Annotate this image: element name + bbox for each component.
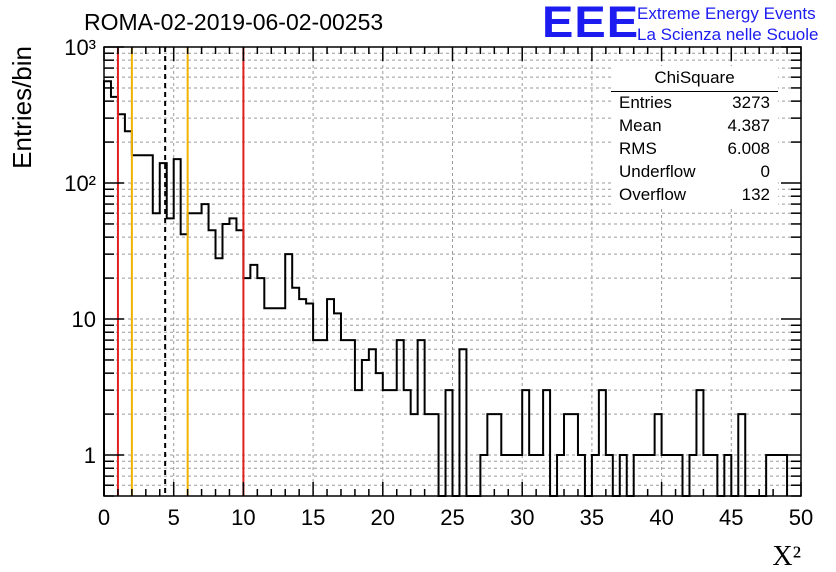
histogram-bin [243,278,250,496]
stats-value: 132 [741,185,770,204]
x-tick-label: 35 [580,505,604,530]
histogram-bars [103,80,789,497]
x-tick-label: 20 [371,505,395,530]
histogram-bin [320,340,327,496]
stats-label: Underflow [619,162,696,181]
stats-row-mean: Mean 4.387 [619,116,770,138]
histogram-bin [390,390,397,496]
stats-row-underflow: Underflow 0 [619,162,770,184]
stats-row-overflow: Overflow 132 [619,185,770,207]
histogram-bin [522,390,529,496]
histogram-bin [599,390,606,496]
histogram-bin [459,349,466,496]
stats-label: RMS [619,139,657,158]
stats-label: Overflow [619,185,687,204]
histogram-bin [181,234,188,496]
stats-title: ChiSquare [654,68,735,87]
x-tick-label: 30 [510,505,534,530]
histogram-bin [209,230,216,496]
reference-lines [116,47,245,496]
stats-label: Mean [619,116,662,135]
histogram-bin [111,97,118,496]
histogram-bin [327,299,334,496]
histogram-bin [188,213,195,496]
histogram-bin [348,340,355,496]
plot-title: ROMA-02-2019-06-02-00253 [84,9,384,35]
axis-labels: 0 5 10 15 20 25 30 35 40 45 50 1 10 10² 10³ X² Entries/b… [7,35,813,572]
histogram-bin [362,360,369,496]
y-tick-label: 10³ [64,35,96,60]
stats-row-entries: Entries 3273 [619,93,770,115]
histogram-bin [383,390,390,496]
histogram-bin [543,390,550,496]
histogram-bin [341,340,348,496]
histogram-bin [397,340,404,496]
stats-label: Entries [619,93,672,112]
histogram-bin [236,230,243,496]
x-tick-label: 5 [168,505,180,530]
histogram-bin [418,340,425,496]
histogram-bin [696,390,703,496]
stats-value: 3273 [732,93,770,112]
y-tick-label: 10² [64,171,96,196]
histogram-bin [104,81,111,496]
x-tick-label: 10 [231,505,255,530]
stats-divider [611,91,778,92]
histogram-bin [202,204,209,496]
histogram-bin [355,390,362,496]
axes [103,46,802,497]
x-tick-label: 25 [440,505,464,530]
histogram-outline [103,80,789,497]
histogram-bin [257,278,264,496]
y-tick-label: 10 [72,307,96,332]
stats-value: 6.008 [727,139,770,158]
stats-value: 4.387 [727,116,770,135]
x-tick-label: 50 [789,505,813,530]
histogram-bin [153,213,160,496]
histogram-bin [216,258,223,496]
logo-line-2: La Scienza nelle Scuole [637,25,819,44]
histogram-bin [167,218,174,496]
histogram-bin [404,390,411,496]
histogram-bin [313,340,320,496]
x-axis-label: X² [772,541,801,572]
y-tick-label: 1 [84,443,96,468]
logo-line-1: Extreme Energy Events [637,4,816,23]
histogram-bin [376,373,383,496]
histogram-bin [299,299,306,496]
x-tick-label: 15 [301,505,325,530]
histogram-bin [285,254,292,496]
histogram-bin [195,213,202,496]
histogram-bin [174,159,181,496]
stats-box: ChiSquare Entries 3273 Mean 4.387 RMS 6.… [611,66,778,209]
stats-row-rms: RMS 6.008 [619,139,770,161]
x-tick-label: 0 [98,505,110,530]
histogram-bin [229,218,236,496]
histogram-bin [118,114,125,496]
histogram-bin [125,131,132,496]
x-tick-label: 40 [649,505,673,530]
histogram-bin [446,390,453,496]
histogram-bin [369,349,376,496]
x-tick-label: 45 [719,505,743,530]
logo-mark: EEE [542,0,640,47]
stats-value: 0 [760,162,770,181]
y-axis-label: Entries/bin [7,46,37,169]
